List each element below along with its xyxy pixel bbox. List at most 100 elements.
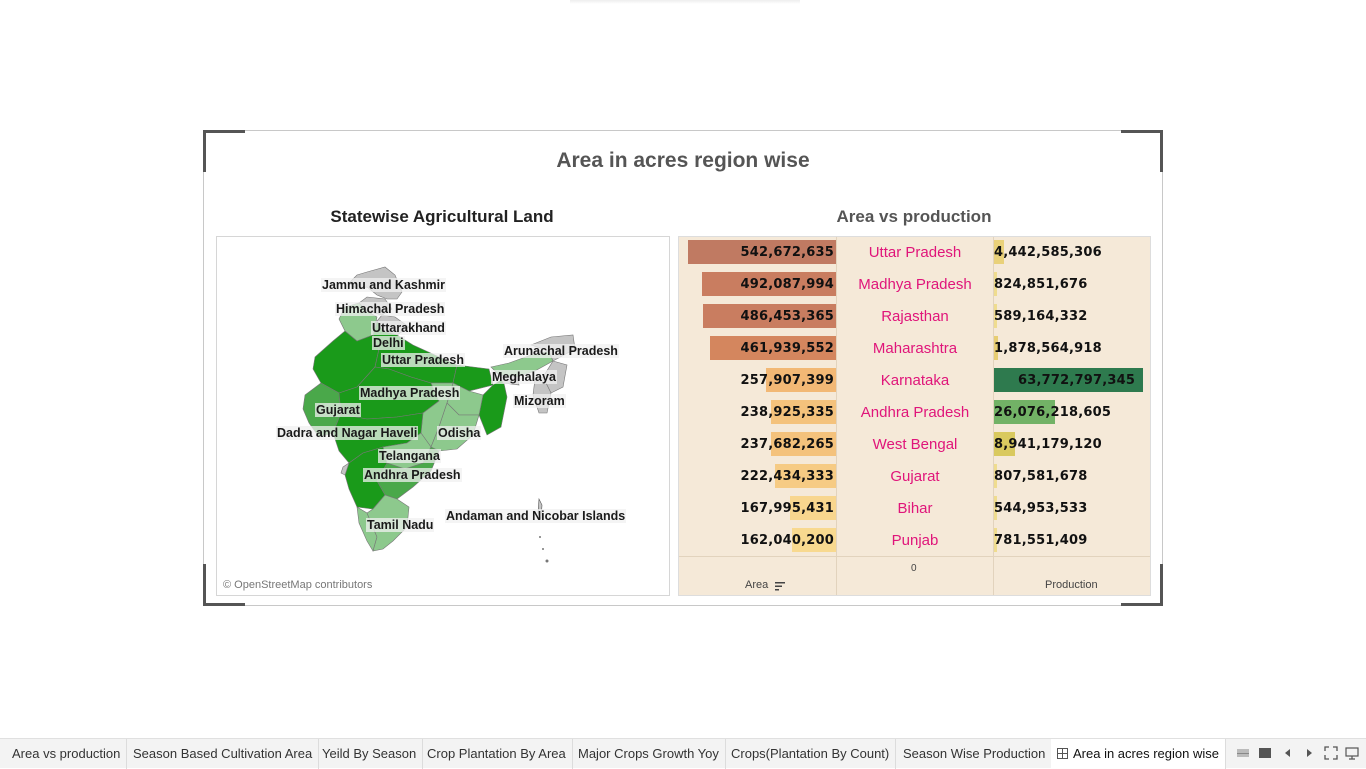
chart-row[interactable]: 492,087,994 Madhya Pradesh 824,851,676 <box>679 269 1152 301</box>
production-bar[interactable] <box>994 464 997 488</box>
area-bar[interactable] <box>766 368 836 392</box>
map-label-himachal: Himachal Pradesh <box>335 302 446 316</box>
area-vs-production-chart[interactable]: 542,672,635 Uttar Pradesh 4,442,585,306 492… <box>678 236 1151 596</box>
area-bar[interactable] <box>771 432 836 456</box>
dashboard-title: Area in acres region wise <box>556 149 810 172</box>
state-name-label: Bihar <box>897 500 933 517</box>
chart-row[interactable]: 461,939,552 Maharashtra 1,878,564,918 <box>679 333 1152 365</box>
state-name-label: Karnataka <box>880 372 950 389</box>
chart-title: Area vs production <box>836 207 992 226</box>
area-bar[interactable] <box>790 496 836 520</box>
production-value-label: 8,941,179,120 <box>994 437 1102 452</box>
area-bar[interactable] <box>702 272 836 296</box>
state-name-label: Andhra Pradesh <box>860 404 970 421</box>
frame-corner <box>203 130 245 172</box>
map-label-gujarat: Gujarat <box>315 403 361 417</box>
sheet-tab-bar: Area vs production Season Based Cultivati… <box>0 738 1366 769</box>
filmstrip-view-icon[interactable] <box>1258 746 1272 760</box>
region-bihar[interactable] <box>452 364 494 392</box>
grid-view-icon[interactable] <box>1236 746 1250 760</box>
area-bar[interactable] <box>792 528 836 552</box>
production-value-label: 589,164,332 <box>994 309 1088 324</box>
sheet-tab-label: Area in acres region wise <box>1073 746 1219 761</box>
map-label-andaman-nicobar: Andaman and Nicobar Islands <box>445 509 627 523</box>
production-bar[interactable] <box>994 432 1015 456</box>
island-dot <box>539 536 541 538</box>
dashboard-icon <box>1057 748 1068 759</box>
map-label-dadra-nagar-haveli: Dadra and Nagar Haveli <box>276 426 419 440</box>
chart-row[interactable]: 486,453,365 Rajasthan 589,164,332 <box>679 301 1152 333</box>
frame-corner <box>1121 130 1163 172</box>
area-bar[interactable] <box>775 464 836 488</box>
dashboard-frame: Area in acres region wise Statewise Agri… <box>203 130 1163 606</box>
chart-row[interactable]: 542,672,635 Uttar Pradesh 4,442,585,306 <box>679 237 1152 269</box>
production-bar[interactable] <box>994 368 1143 392</box>
sheet-tab[interactable]: Area in acres region wise <box>1051 739 1226 769</box>
top-shadow <box>570 0 800 4</box>
area-value-label: 257,907,399 <box>740 373 834 388</box>
area-value-label: 461,939,552 <box>740 341 834 356</box>
sheet-tab[interactable]: Season Based Cultivation Area <box>127 739 320 769</box>
island-dot <box>542 548 544 550</box>
production-bar[interactable] <box>994 240 1004 264</box>
production-value-label: 4,442,585,306 <box>994 245 1102 260</box>
chart-row[interactable]: 162,040,200 Punjab 781,551,409 <box>679 525 1152 557</box>
production-bar[interactable] <box>994 400 1055 424</box>
sheet-tab[interactable]: Major Crops Growth Yoy <box>572 739 726 769</box>
state-name-label: Rajasthan <box>881 308 949 325</box>
production-value-label: 807,581,678 <box>994 469 1088 484</box>
production-bar[interactable] <box>994 304 997 328</box>
map-label-meghalaya: Meghalaya <box>491 370 557 384</box>
chart-row[interactable]: 238,925,335 Andhra Pradesh 26,076,218,605 <box>679 397 1152 429</box>
production-value-label: 1,878,564,918 <box>994 341 1102 356</box>
chart-row[interactable]: 222,434,333 Gujarat 807,581,678 <box>679 461 1152 493</box>
map-label-arunachal: Arunachal Pradesh <box>503 344 619 358</box>
sheet-tab[interactable]: Crops(Plantation By Count) <box>725 739 897 769</box>
sheet-tab[interactable]: Yeild By Season <box>316 739 424 769</box>
column-divider <box>836 237 837 595</box>
region-goa[interactable] <box>340 462 350 476</box>
production-axis-label: Production <box>1045 579 1098 591</box>
map-label-andhra-pradesh: Andhra Pradesh <box>363 468 462 482</box>
production-value-label: 26,076,218,605 <box>994 405 1112 420</box>
map-attribution[interactable]: © OpenStreetMap contributors <box>223 579 373 591</box>
sheet-tab[interactable]: Area vs production <box>6 739 128 769</box>
chart-row[interactable]: 237,682,265 West Bengal 8,941,179,120 <box>679 429 1152 461</box>
sheet-tab-label: Season Based Cultivation Area <box>133 746 313 761</box>
sheet-tab-label: Crops(Plantation By Count) <box>731 746 890 761</box>
area-bar[interactable] <box>771 400 836 424</box>
area-value-label: 542,672,635 <box>740 245 834 260</box>
chart-row[interactable]: 257,907,399 Karnataka 63,772,797,345 <box>679 365 1152 397</box>
production-value-label: 781,551,409 <box>994 533 1088 548</box>
map-label-tamil-nadu: Tamil Nadu <box>366 518 435 532</box>
area-bar[interactable] <box>703 304 836 328</box>
fullscreen-icon[interactable] <box>1324 746 1338 760</box>
sort-icon[interactable] <box>775 581 785 591</box>
sheet-tab-label: Major Crops Growth Yoy <box>578 746 719 761</box>
production-bar[interactable] <box>994 272 997 296</box>
area-value-label: 167,995,431 <box>740 501 834 516</box>
sheet-tab[interactable]: Season Wise Production <box>897 739 1053 769</box>
state-name-label: Maharashtra <box>872 340 958 357</box>
state-name-label: West Bengal <box>872 436 958 453</box>
production-bar[interactable] <box>994 528 997 552</box>
state-name-label: Uttar Pradesh <box>868 244 962 261</box>
production-bar[interactable] <box>994 496 997 520</box>
island-dot <box>545 559 549 563</box>
map-label-odisha: Odisha <box>437 426 482 440</box>
sheet-tab[interactable]: Crop Plantation By Area <box>421 739 573 769</box>
chart-row[interactable]: 167,995,431 Bihar 544,953,533 <box>679 493 1152 525</box>
area-value-label: 162,040,200 <box>740 533 834 548</box>
prev-sheet-icon[interactable] <box>1281 746 1295 760</box>
area-bar[interactable] <box>688 240 836 264</box>
production-bar[interactable] <box>994 336 998 360</box>
column-divider <box>993 237 994 595</box>
sheet-tab-label: Area vs production <box>12 746 121 761</box>
present-icon[interactable] <box>1345 746 1359 760</box>
area-bar[interactable] <box>710 336 836 360</box>
india-map[interactable]: Jammu and Kashmir Himachal Pradesh Uttar… <box>216 236 670 596</box>
state-name-label: Madhya Pradesh <box>858 276 972 293</box>
center-axis-tick: 0 <box>911 563 917 574</box>
next-sheet-icon[interactable] <box>1302 746 1316 760</box>
area-value-label: 238,925,335 <box>740 405 834 420</box>
